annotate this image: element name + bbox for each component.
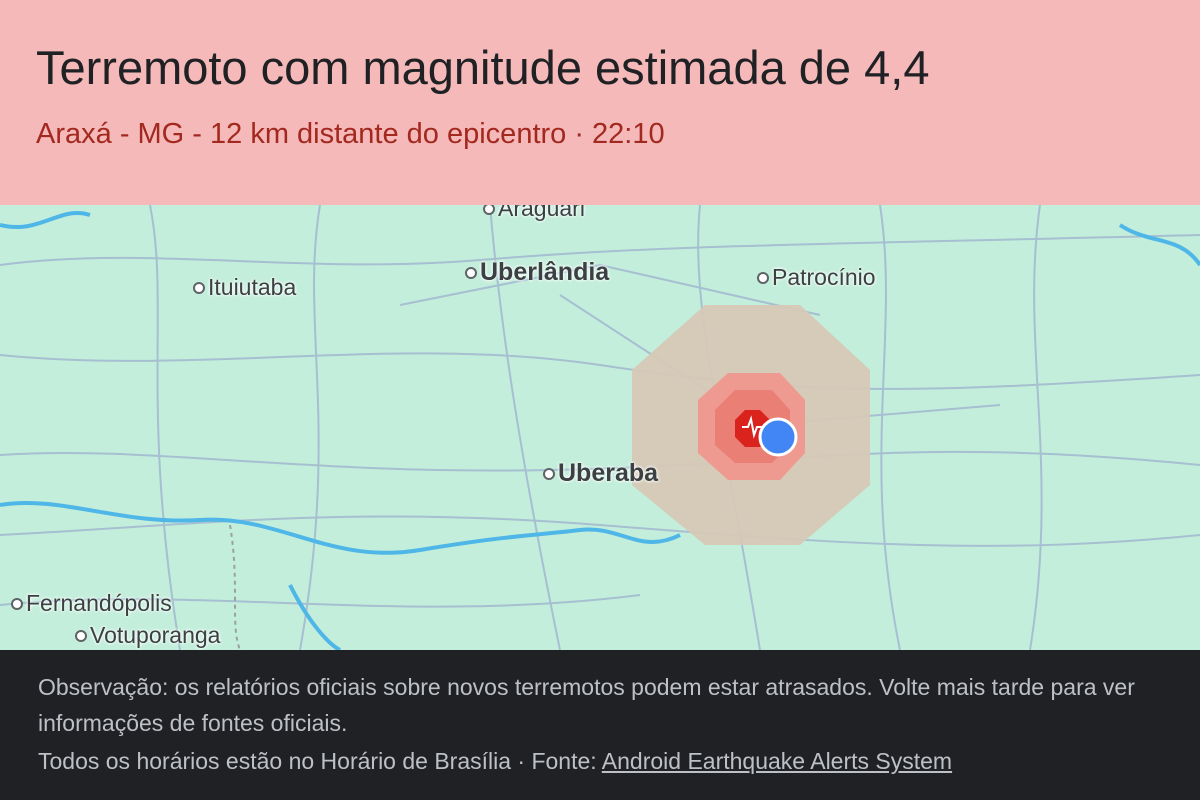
city-name: Uberaba: [558, 459, 659, 487]
city-dot-icon: [193, 281, 205, 294]
city-label[interactable]: Votuporanga: [75, 622, 220, 649]
footer-notes: Observação: os relatórios oficiais sobre…: [0, 650, 1200, 800]
timezone-text: Todos os horários estão no Horário de Br…: [38, 748, 602, 774]
city-dot-icon: [465, 266, 477, 279]
source-link[interactable]: Android Earthquake Alerts System: [601, 748, 953, 774]
user-location-icon: [758, 417, 798, 457]
city-label[interactable]: Ituiutaba: [193, 274, 296, 301]
city-name: Patrocínio: [772, 264, 876, 290]
city-name: Votuporanga: [90, 622, 221, 648]
city-dot-icon: [75, 629, 87, 642]
source-line: Todos os horários estão no Horário de Br…: [38, 748, 952, 775]
city-name: Araguari: [498, 205, 585, 221]
city-dot-icon: [543, 467, 555, 480]
city-label[interactable]: Fernandópolis: [11, 590, 172, 617]
city-label[interactable]: Uberaba: [543, 459, 658, 488]
earthquake-map[interactable]: Araguari Uberlândia Patrocínio Ituiutaba…: [0, 205, 1200, 650]
alert-header: Terremoto com magnitude estimada de 4,4 …: [0, 0, 1200, 205]
city-label[interactable]: Patrocínio: [757, 264, 876, 291]
city-dot-icon: [757, 271, 769, 284]
city-name: Ituiutaba: [208, 274, 297, 300]
city-label[interactable]: Uberlândia: [465, 258, 609, 287]
alert-title: Terremoto com magnitude estimada de 4,4: [36, 41, 930, 94]
delay-note-continued: informações de fontes oficiais.: [38, 710, 348, 736]
delay-note: Observação: os relatórios oficiais sobre…: [38, 674, 1135, 700]
rivers: [0, 211, 1200, 650]
alert-subtitle: Araxá - MG - 12 km distante do epicentro…: [36, 118, 665, 150]
map-base: [0, 205, 1200, 650]
city-dot-icon: [11, 597, 23, 610]
city-dot-icon: [483, 205, 495, 215]
city-label[interactable]: Araguari: [483, 205, 585, 222]
city-name: Uberlândia: [480, 258, 610, 286]
roads: [0, 205, 1200, 650]
city-name: Fernandópolis: [26, 590, 172, 616]
